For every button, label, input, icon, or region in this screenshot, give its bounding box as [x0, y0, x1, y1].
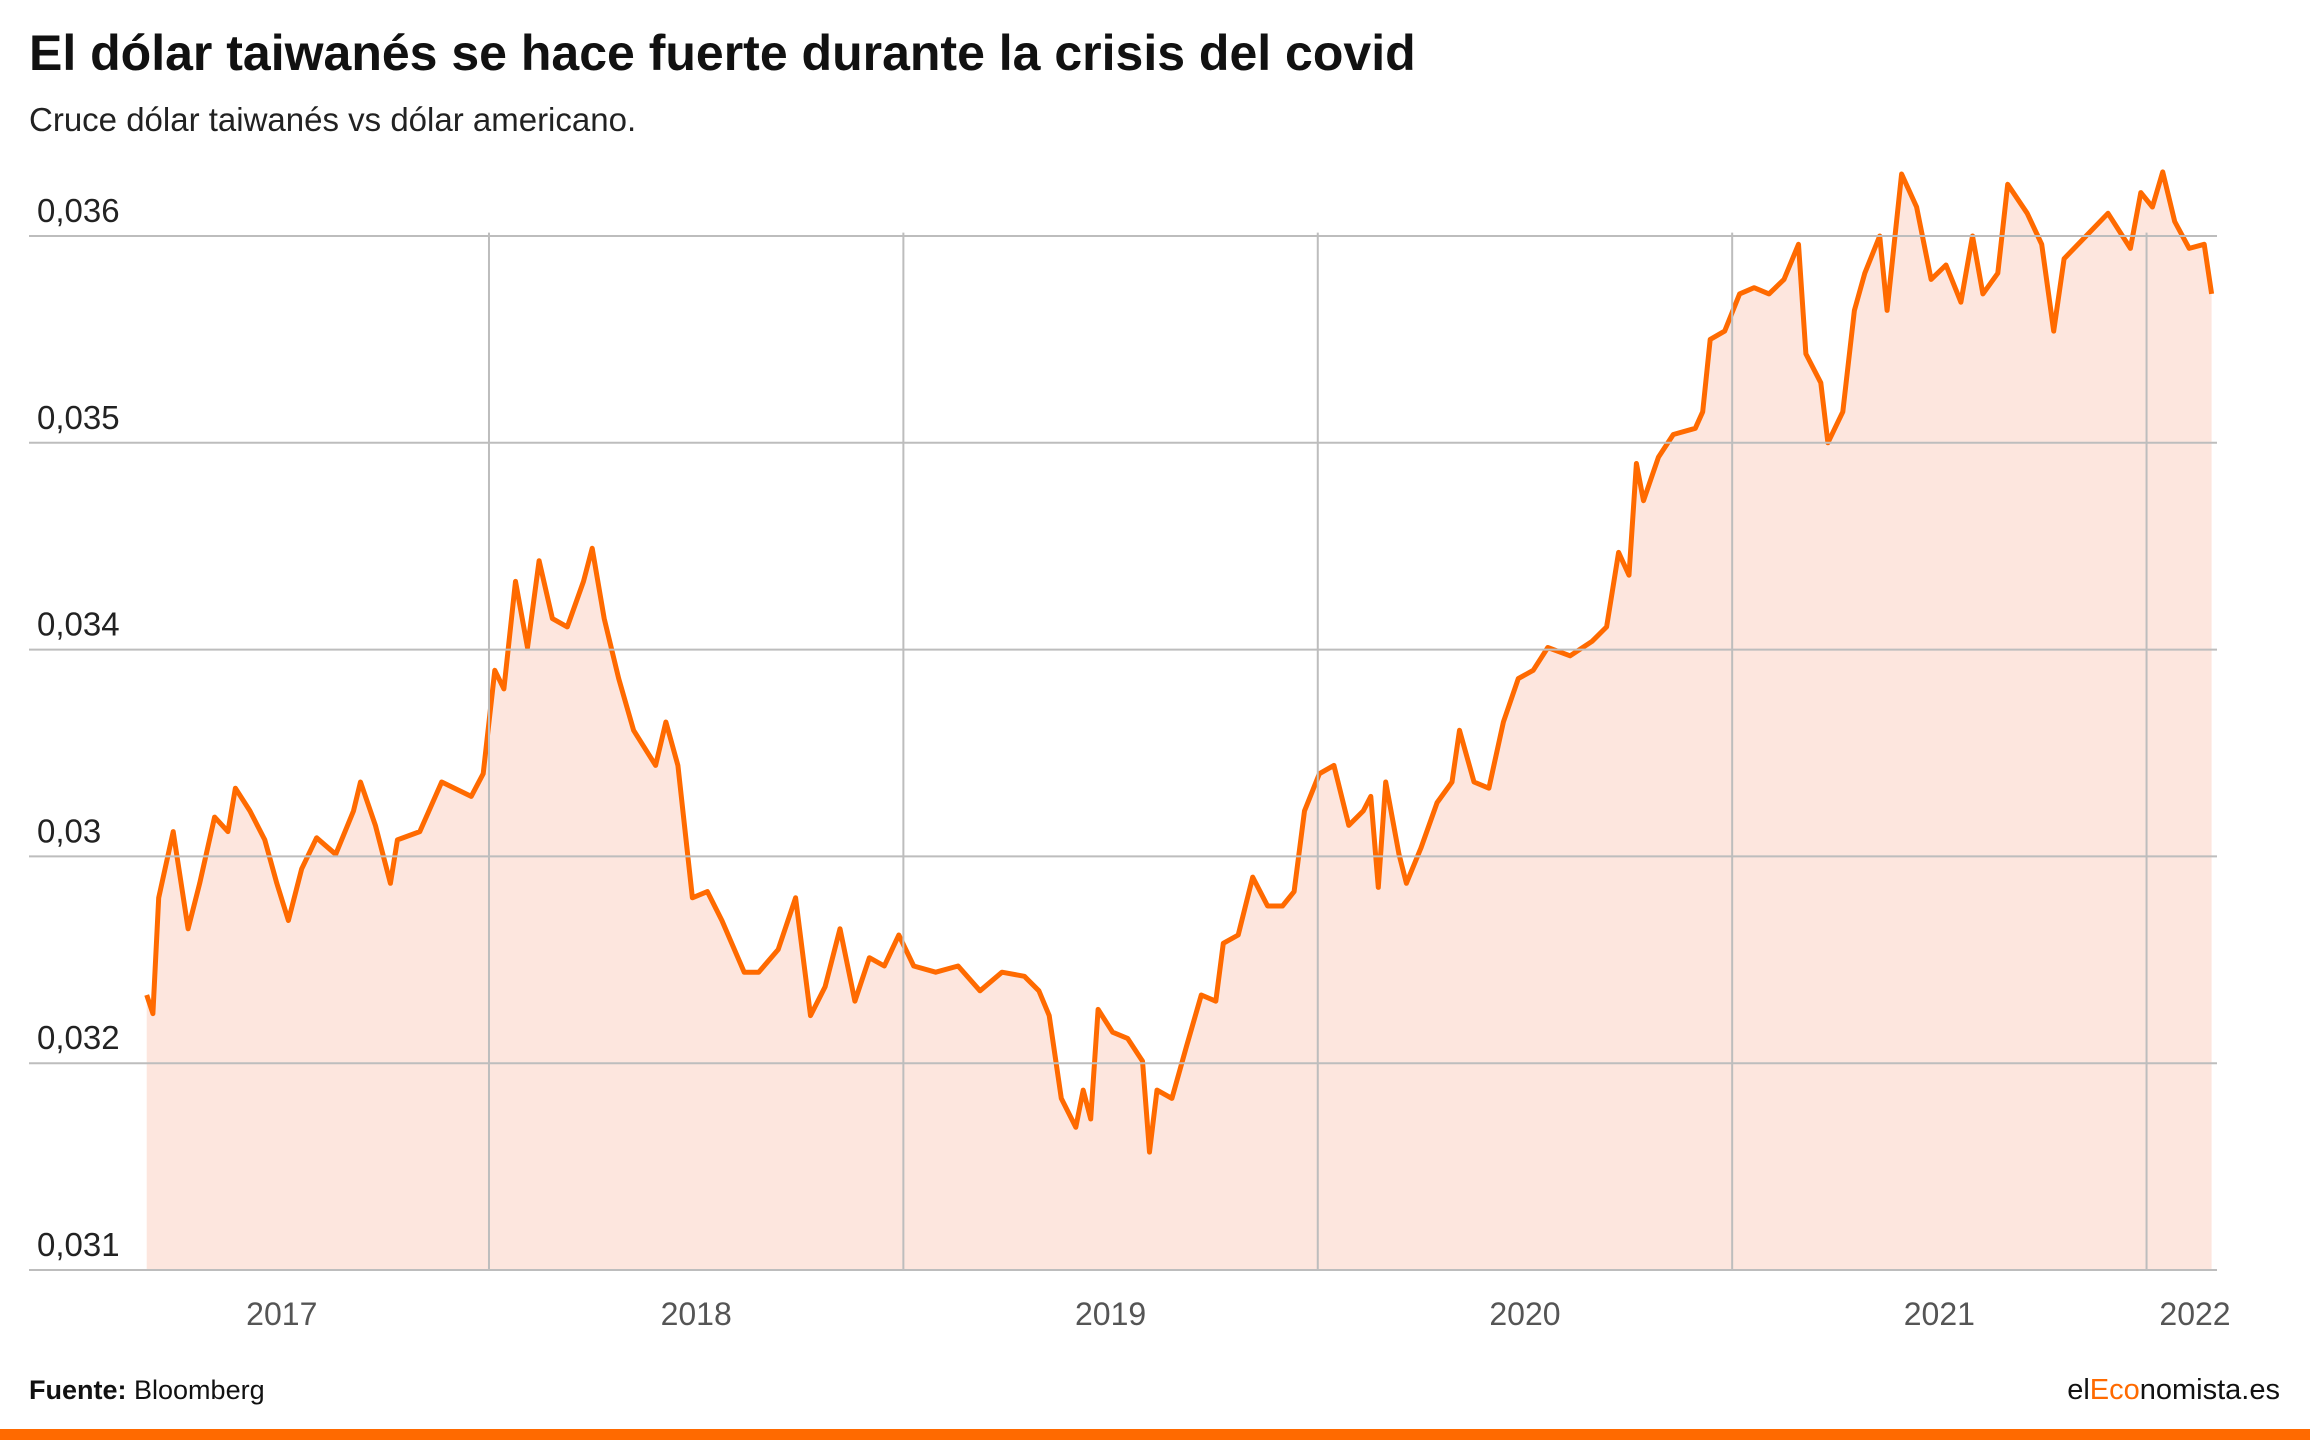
y-tick-label: 0,03 — [37, 812, 101, 849]
source-name: Bloomberg — [134, 1375, 265, 1405]
source-label: Fuente: — [29, 1375, 127, 1405]
x-tick-label: 2017 — [246, 1296, 317, 1332]
y-tick-label: 0,032 — [37, 1019, 120, 1056]
line — [144, 169, 2215, 1155]
y-tick-label: 0,034 — [37, 606, 120, 643]
brand-part: Eco — [2090, 1374, 2140, 1406]
x-tick-label: 2019 — [1075, 1296, 1146, 1332]
area — [146, 171, 2212, 1270]
x-tick-label: 2022 — [2159, 1296, 2230, 1332]
footer-bar — [0, 1429, 2310, 1440]
source: Fuente: Bloomberg — [29, 1375, 265, 1405]
axis-labels: 0,031 0,032 0,03 0,034 0,035 0,036 2017 2018 201… — [37, 192, 2231, 1332]
brand-part: el — [2067, 1374, 2090, 1406]
brand-part: nomista.es — [2140, 1374, 2280, 1406]
chart-subtitle: Cruce dólar taiwanés vs dólar americano. — [29, 101, 636, 138]
y-tick-label: 0,031 — [37, 1226, 120, 1263]
grid — [29, 232, 2217, 1271]
y-tick-label: 0,036 — [37, 192, 120, 229]
x-tick-label: 2018 — [661, 1296, 732, 1332]
brand: elEconomista.es — [2067, 1374, 2280, 1406]
x-tick-label: 2020 — [1489, 1296, 1560, 1332]
chart-title: El dólar taiwanés se hace fuerte durante… — [29, 25, 1416, 81]
plot — [144, 169, 2215, 1270]
x-tick-label: 2021 — [1904, 1296, 1975, 1332]
y-tick-label: 0,035 — [37, 399, 120, 436]
